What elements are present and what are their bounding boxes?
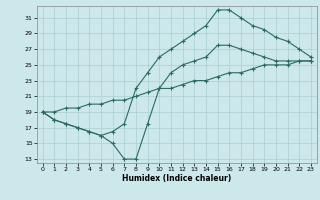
X-axis label: Humidex (Indice chaleur): Humidex (Indice chaleur) (122, 174, 231, 183)
